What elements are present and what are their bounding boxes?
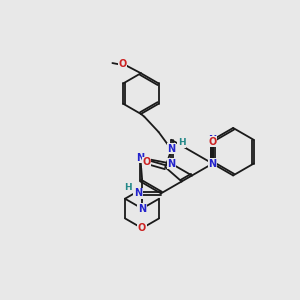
Text: N: N	[138, 204, 146, 214]
Text: O: O	[138, 223, 146, 233]
Text: H: H	[124, 183, 132, 192]
Text: O: O	[142, 158, 151, 167]
Text: N: N	[208, 135, 217, 145]
Text: H: H	[178, 138, 185, 147]
Text: N: N	[136, 153, 144, 163]
Text: N: N	[134, 188, 142, 198]
Text: N: N	[208, 159, 217, 169]
Text: N: N	[167, 159, 176, 169]
Text: N: N	[167, 144, 175, 154]
Text: O: O	[118, 59, 126, 69]
Text: O: O	[208, 137, 217, 147]
